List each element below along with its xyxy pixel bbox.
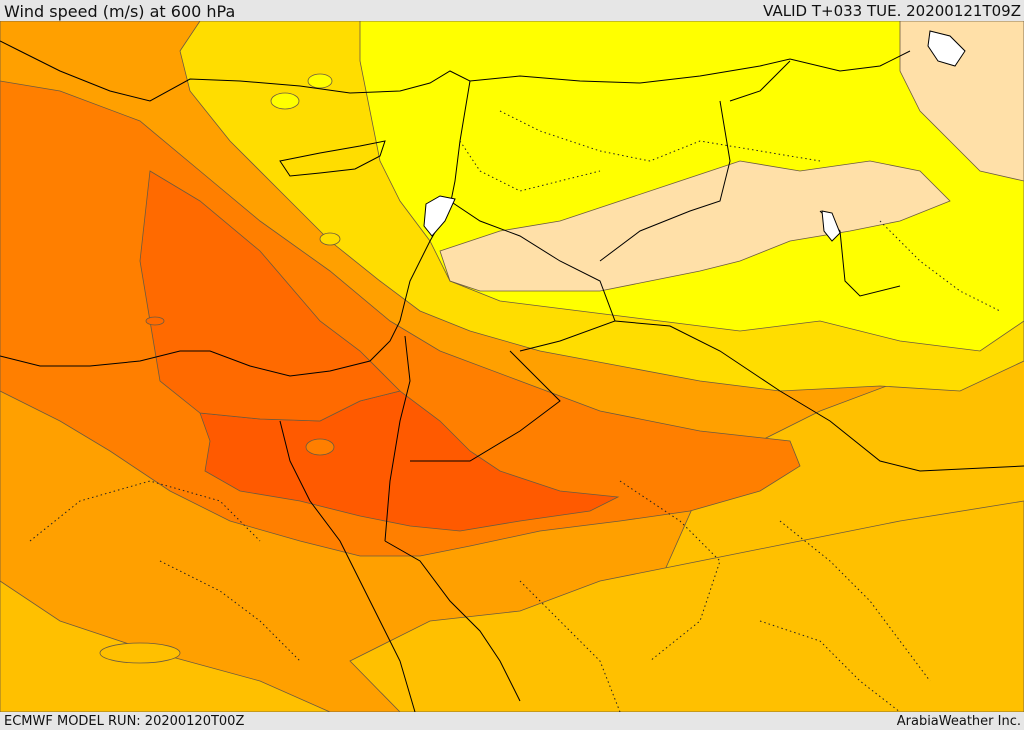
map-footer: ECMWF MODEL RUN: 20200120T00Z ArabiaWeat… (0, 712, 1024, 729)
lake-patch (423, 195, 456, 237)
valid-time-label: VALID T+033 TUE. 20200121T09Z (763, 2, 1021, 20)
map-header: Wind speed (m/s) at 600 hPa VALID T+033 … (0, 0, 1024, 21)
map-title: Wind speed (m/s) at 600 hPa (4, 2, 236, 21)
wind-band-orange (0, 80, 801, 557)
credit-label: ArabiaWeather Inc. (896, 714, 1021, 729)
model-run-label: ECMWF MODEL RUN: 20200120T00Z (4, 714, 245, 729)
contour-blob (270, 92, 300, 110)
wind-speed-map[interactable] (0, 21, 1024, 712)
contour-blob (307, 73, 333, 89)
lake-patch (821, 210, 841, 242)
contour-blob (305, 438, 335, 456)
admin-borders (29, 110, 1001, 712)
contour-blob (145, 316, 165, 326)
contour-blob (319, 232, 341, 246)
coastlines (0, 40, 1024, 712)
contour-blob (99, 642, 181, 664)
map-canvas (0, 21, 1024, 712)
wind-band-amber-sw (0, 580, 331, 712)
lake-patch (927, 30, 966, 67)
wind-band-deep-north (139, 170, 401, 422)
wind-band-lightest-central (439, 160, 951, 292)
wind-band-amber-s (349, 500, 1024, 712)
wind-band-lightest-ne (899, 21, 1024, 182)
